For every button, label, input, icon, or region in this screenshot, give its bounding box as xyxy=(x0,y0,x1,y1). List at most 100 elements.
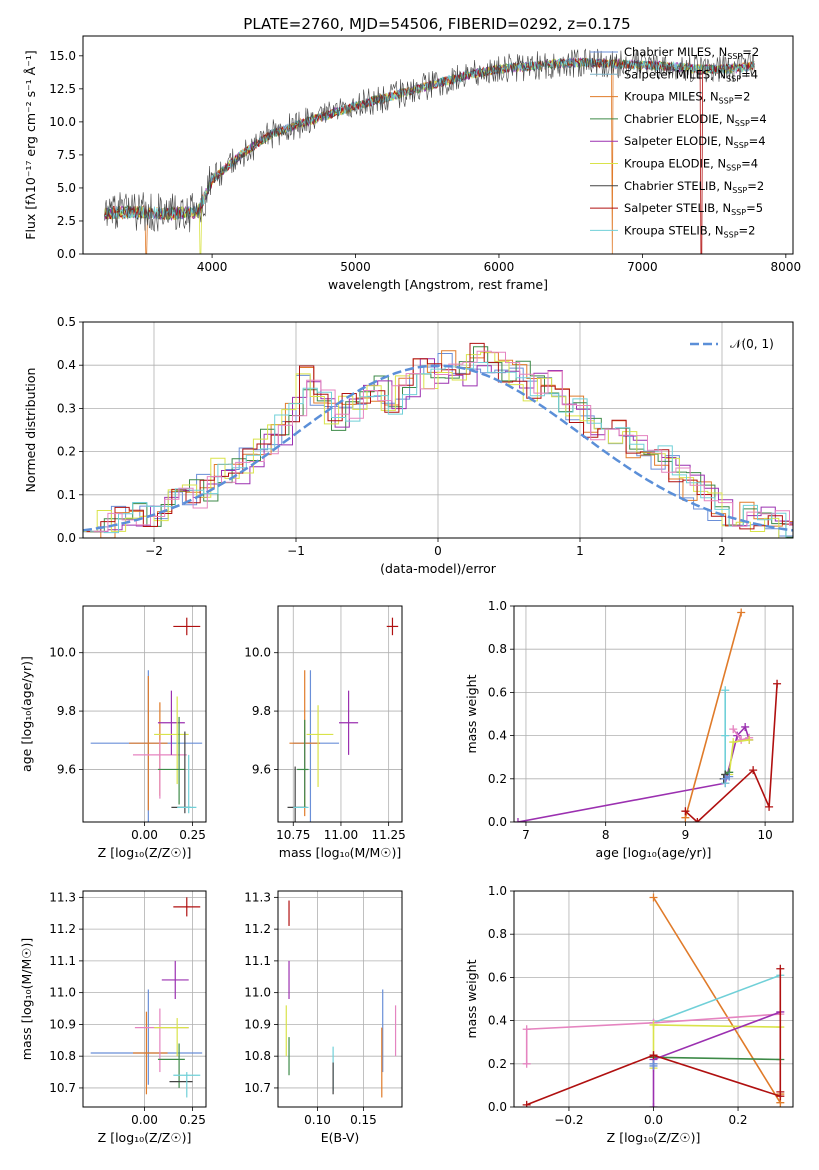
y-tick-label: 9.6 xyxy=(57,762,76,776)
y-tick-label: 11.1 xyxy=(49,954,76,968)
plot-area xyxy=(514,608,782,822)
legend-label-value: =4 xyxy=(749,134,766,148)
legend-label: Salpeter STELIB, NSSP=5 xyxy=(624,201,763,217)
y-axis-label: Flux [fλ10⁻¹⁷ erg cm⁻² s⁻¹ Å⁻¹] xyxy=(23,50,38,239)
panel-residuals: −2 −1 0 1 2 0.0 0.1 0.2 0.3 0.4 0.5 (data-model)/er… xyxy=(23,315,794,576)
y-tick-label: 0.6 xyxy=(488,685,507,699)
y-tick-label: 11.0 xyxy=(49,986,76,1000)
x-tick-label: 4000 xyxy=(197,260,228,274)
weight-line xyxy=(517,725,750,822)
legend-label-value: =5 xyxy=(746,201,763,215)
legend-label: Kroupa ELODIE, NSSP=4 xyxy=(624,157,758,173)
y-tick-label: 15.0 xyxy=(49,49,76,63)
x-tick-label: 11.25 xyxy=(371,828,405,842)
plus-marker xyxy=(522,1059,531,1068)
plot-area xyxy=(522,893,785,1107)
y-tick-label: 0.2 xyxy=(488,1057,507,1071)
axes-frame xyxy=(513,605,794,823)
legend-subscript: SSP xyxy=(724,230,739,239)
y-tick-label: 11.1 xyxy=(244,954,271,968)
plus-marker xyxy=(522,1100,531,1107)
x-axis-label: Z [log₁₀(Z/Z☉)] xyxy=(607,1130,701,1145)
legend-label: 𝒩(0, 1) xyxy=(730,337,774,351)
y-tick-label: 0.0 xyxy=(488,815,507,829)
x-axis-label: age [log₁₀(age/yr)] xyxy=(596,845,712,860)
panel-weight-vs-age: 7 8 9 10 0.0 0.2 0.4 0.6 0.8 1.0 age [log₁₀(age/yr… xyxy=(464,599,794,860)
x-tick-label: 11.00 xyxy=(324,828,358,842)
y-tick-label: 0.2 xyxy=(488,772,507,786)
plot-area xyxy=(90,897,203,1098)
weight-line xyxy=(653,1056,781,1061)
x-tick-label: −1 xyxy=(287,544,305,558)
plus-marker xyxy=(522,1025,531,1034)
y-axis-label: mass weight xyxy=(464,959,479,1038)
legend-subscript: SSP xyxy=(726,164,741,173)
y-tick-label: 10.7 xyxy=(244,1081,271,1095)
x-axis-label: Z [log₁₀(Z/Z☉)] xyxy=(98,1130,192,1145)
plus-marker xyxy=(765,802,774,811)
x-axis-label: Z [log₁₀(Z/Z☉)] xyxy=(98,845,192,860)
y-tick-label: 0.3 xyxy=(57,401,76,415)
plot-area xyxy=(285,900,397,1098)
y-tick-label: 10.9 xyxy=(244,1017,271,1031)
axes-frame xyxy=(82,35,794,255)
legend-label-value: =2 xyxy=(747,179,764,193)
x-tick-label: −2 xyxy=(145,544,163,558)
plus-marker xyxy=(729,738,738,747)
y-tick-label: 0.0 xyxy=(57,247,76,261)
y-tick-label: 9.6 xyxy=(252,762,271,776)
legend-subscript: SSP xyxy=(732,186,747,195)
y-tick-label: 11.3 xyxy=(49,890,76,904)
plus-marker xyxy=(649,1059,658,1068)
y-tick-label: 0.6 xyxy=(488,970,507,984)
plus-marker xyxy=(776,964,785,973)
axes-frame xyxy=(82,890,207,1108)
legend-subscript: SSP xyxy=(719,97,734,106)
legend-subscript: SSP xyxy=(731,208,746,217)
x-tick-label: 0.25 xyxy=(179,828,206,842)
weight-line xyxy=(653,974,781,1024)
histogram-step xyxy=(93,358,793,533)
x-tick-label: 0.00 xyxy=(131,828,158,842)
legend-subscript: SSP xyxy=(735,119,750,128)
plus-marker xyxy=(773,679,782,688)
y-tick-label: 0.4 xyxy=(488,729,507,743)
x-tick-label: 0 xyxy=(434,544,442,558)
panel-spectrum: 4000 5000 6000 7000 8000 0.0 2.5 5.0 7.5 10.0 12.5… xyxy=(23,35,802,292)
legend-label-value: =2 xyxy=(742,45,759,59)
x-tick-label: 8000 xyxy=(771,260,802,274)
panel-mass-vs-Z: 0.00 0.25 10.7 10.8 10.9 11.0 11.1 11.2 11.3 Z [l… xyxy=(19,890,207,1145)
legend-label-value: =2 xyxy=(734,90,751,104)
error-bar-point xyxy=(339,690,359,755)
spectrum-series-line xyxy=(104,48,755,233)
y-tick-label: 11.2 xyxy=(49,922,76,936)
histogram-step xyxy=(93,350,793,532)
legend-label-value: =4 xyxy=(750,112,767,126)
legend-label: Chabrier STELIB, NSSP=2 xyxy=(624,179,764,195)
x-axis-label: E(B-V) xyxy=(321,1130,360,1145)
plot-area xyxy=(90,617,203,822)
x-tick-label: 0.15 xyxy=(350,1113,377,1127)
y-tick-label: 7.5 xyxy=(57,148,76,162)
legend-subscript: SSP xyxy=(726,74,741,83)
plus-marker xyxy=(649,1103,658,1107)
y-tick-label: 10.0 xyxy=(49,115,76,129)
legend-label: Kroupa STELIB, NSSP=2 xyxy=(624,223,755,239)
plus-marker xyxy=(514,818,522,822)
histogram-step xyxy=(86,350,793,538)
plus-marker xyxy=(649,1020,658,1029)
y-tick-label: 9.8 xyxy=(252,704,271,718)
error-bar-point xyxy=(386,617,399,636)
x-tick-label: −0.2 xyxy=(554,1113,583,1127)
y-tick-label: 10.9 xyxy=(49,1017,76,1031)
plus-marker xyxy=(721,686,730,695)
error-bar-point xyxy=(173,617,201,636)
plus-marker xyxy=(729,725,738,734)
panel-age-vs-Z: 0.00 0.25 9.6 9.8 10.0 Z [log₁₀(Z/Z☉)] age [lo… xyxy=(19,605,207,860)
y-tick-label: 10.0 xyxy=(49,646,76,660)
legend-label: Chabrier MILES, NSSP=2 xyxy=(624,45,759,61)
y-tick-label: 2.5 xyxy=(57,214,76,228)
gaussian-curve xyxy=(83,364,793,532)
error-bar-point xyxy=(157,690,185,755)
